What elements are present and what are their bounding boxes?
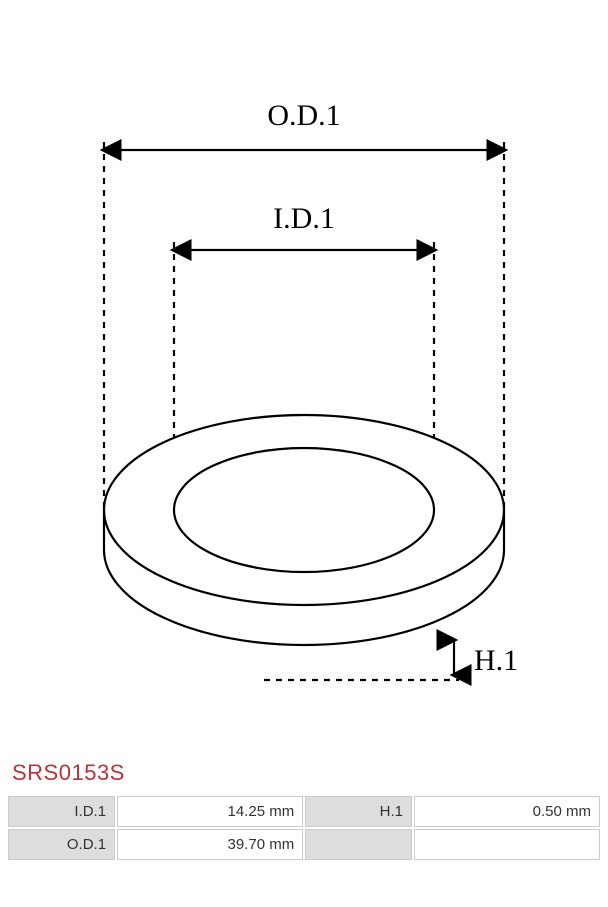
table-row: I.D.1 14.25 mm H.1 0.50 mm	[8, 796, 600, 827]
part-number-title: SRS0153S	[0, 760, 608, 786]
ring-dimension-diagram: O.D.1 I.D.1	[64, 80, 544, 720]
spec-value	[414, 829, 600, 860]
table-row: O.D.1 39.70 mm	[8, 829, 600, 860]
h1-label: H.1	[474, 644, 518, 677]
page: O.D.1 I.D.1	[0, 80, 608, 862]
spec-value: 14.25 mm	[117, 796, 303, 827]
diagram-svg: O.D.1 I.D.1	[64, 80, 544, 720]
od1-label: O.D.1	[267, 99, 340, 132]
spec-label	[305, 829, 412, 860]
id1-label: I.D.1	[273, 202, 335, 235]
ring-inner	[174, 448, 434, 572]
spec-label: I.D.1	[8, 796, 115, 827]
spec-label: O.D.1	[8, 829, 115, 860]
spec-value: 39.70 mm	[117, 829, 303, 860]
diagram-container: O.D.1 I.D.1	[0, 80, 608, 720]
spec-label: H.1	[305, 796, 412, 827]
spec-value: 0.50 mm	[414, 796, 600, 827]
specs-table: I.D.1 14.25 mm H.1 0.50 mm O.D.1 39.70 m…	[6, 794, 602, 862]
